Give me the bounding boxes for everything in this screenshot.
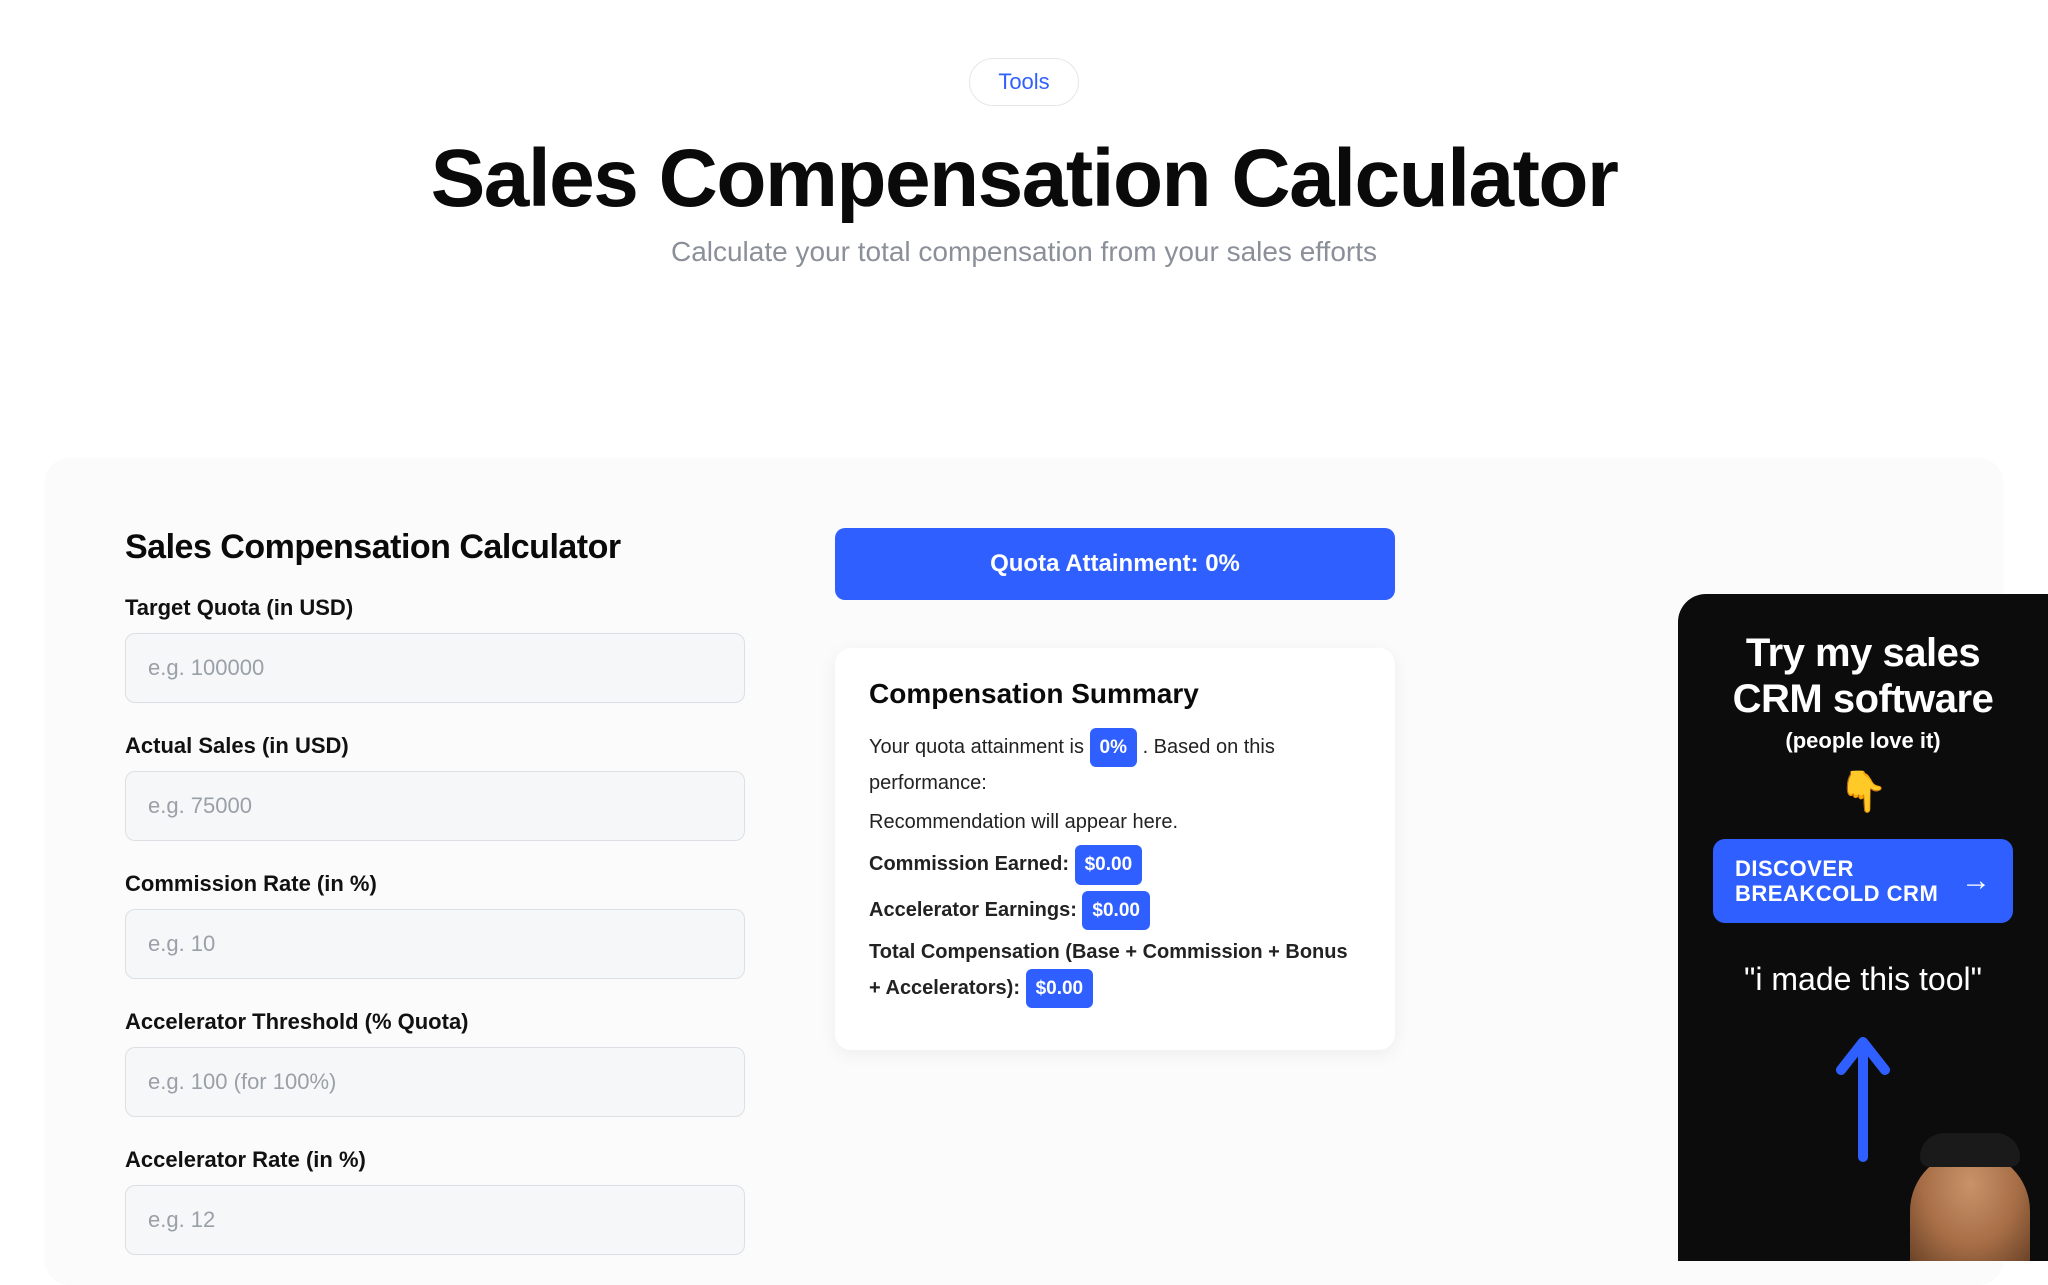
promo-button-line1: DISCOVER: [1735, 856, 1854, 881]
summary-title: Compensation Summary: [869, 678, 1361, 710]
accelerator-value: $0.00: [1082, 891, 1150, 930]
commission-label: Commission Earned:: [869, 853, 1069, 875]
input-commission-rate[interactable]: [125, 909, 745, 979]
hero-section: Tools Sales Compensation Calculator Calc…: [0, 0, 2048, 268]
label-actual-sales: Actual Sales (in USD): [125, 733, 745, 759]
commission-line: Commission Earned: $0.00: [869, 845, 1361, 884]
accelerator-label: Accelerator Earnings:: [869, 899, 1077, 921]
quota-banner-value: 0%: [1205, 550, 1240, 577]
attainment-chip: 0%: [1090, 728, 1137, 767]
field-target-quota: Target Quota (in USD): [125, 595, 745, 703]
total-value: $0.00: [1026, 969, 1094, 1008]
promo-headline-line2: CRM software: [1733, 677, 1994, 721]
results-column: Quota Attainment: 0% Compensation Summar…: [835, 528, 1395, 1285]
arrow-right-icon: →: [1961, 864, 1991, 898]
input-actual-sales[interactable]: [125, 771, 745, 841]
label-accelerator-threshold: Accelerator Threshold (% Quota): [125, 1009, 745, 1035]
field-accelerator-threshold: Accelerator Threshold (% Quota): [125, 1009, 745, 1117]
compensation-summary-card: Compensation Summary Your quota attainme…: [835, 648, 1395, 1050]
input-target-quota[interactable]: [125, 633, 745, 703]
attainment-line: Your quota attainment is 0% . Based on t…: [869, 728, 1361, 800]
total-label: Total Compensation (Base + Commission + …: [869, 941, 1348, 999]
field-accelerator-rate: Accelerator Rate (in %): [125, 1147, 745, 1255]
label-target-quota: Target Quota (in USD): [125, 595, 745, 621]
quota-attainment-banner: Quota Attainment: 0%: [835, 528, 1395, 600]
category-pill[interactable]: Tools: [969, 58, 1078, 106]
quota-banner-prefix: Quota Attainment:: [990, 550, 1205, 577]
input-accelerator-threshold[interactable]: [125, 1047, 745, 1117]
label-commission-rate: Commission Rate (in %): [125, 871, 745, 897]
field-commission-rate: Commission Rate (in %): [125, 871, 745, 979]
commission-value: $0.00: [1075, 845, 1143, 884]
arrow-up-icon: [1823, 1022, 1903, 1162]
input-column: Sales Compensation Calculator Target Quo…: [125, 528, 745, 1285]
promo-button-line2: BREAKCOLD CRM: [1735, 881, 1938, 906]
discover-crm-button[interactable]: DISCOVER BREAKCOLD CRM →: [1713, 839, 2013, 923]
accelerator-line: Accelerator Earnings: $0.00: [869, 891, 1361, 930]
input-accelerator-rate[interactable]: [125, 1185, 745, 1255]
author-avatar: [1910, 1151, 2030, 1261]
promo-subhead: (people love it): [1708, 728, 2018, 754]
promo-sidebar: Try my sales CRM software (people love i…: [1678, 594, 2048, 1261]
form-title: Sales Compensation Calculator: [125, 528, 745, 567]
pointer-down-icon: 👇: [1708, 768, 2018, 815]
total-line: Total Compensation (Base + Commission + …: [869, 936, 1361, 1008]
label-accelerator-rate: Accelerator Rate (in %): [125, 1147, 745, 1173]
page-subtitle: Calculate your total compensation from y…: [0, 236, 2048, 268]
promo-headline: Try my sales CRM software: [1708, 630, 2018, 722]
field-actual-sales: Actual Sales (in USD): [125, 733, 745, 841]
promo-headline-line1: Try my sales: [1746, 631, 1980, 675]
attainment-text-before: Your quota attainment is: [869, 736, 1090, 758]
recommendation-line: Recommendation will appear here.: [869, 806, 1361, 839]
promo-quote: "i made this tool": [1708, 961, 2018, 998]
page-title: Sales Compensation Calculator: [0, 132, 2048, 226]
